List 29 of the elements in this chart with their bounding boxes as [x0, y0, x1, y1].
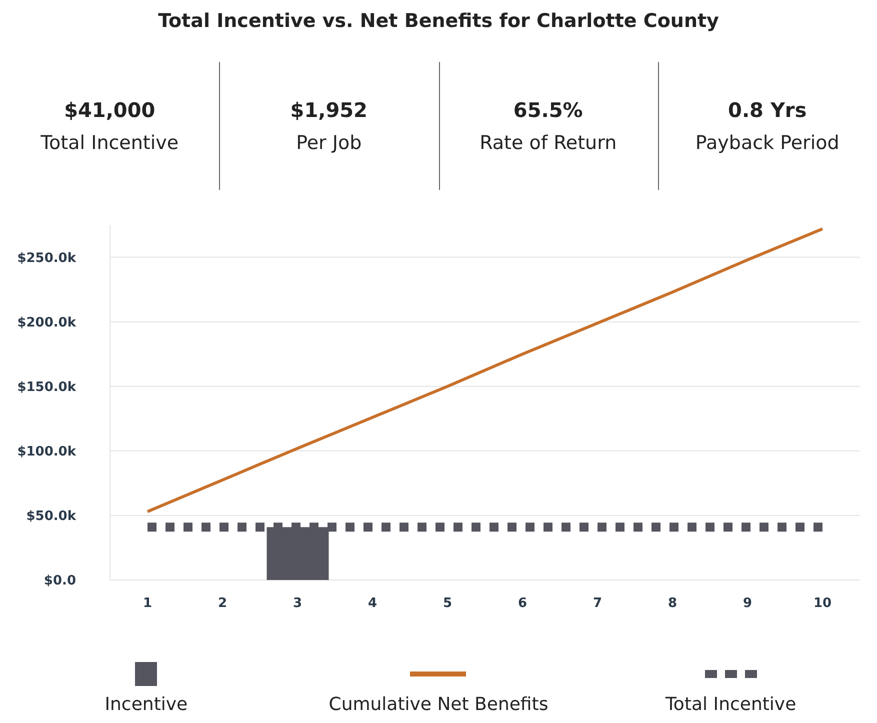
y-tick-label: $50.0k [26, 509, 76, 524]
x-tick-label: 5 [442, 596, 452, 612]
x-tick-label: 10 [813, 596, 832, 612]
y-tick-label: $150.0k [17, 380, 76, 395]
x-tick-label: 8 [668, 596, 678, 612]
x-tick-label: 6 [518, 596, 528, 612]
text: Total Incentive [40, 132, 179, 154]
y-tick-label: $100.0k [17, 444, 76, 460]
chart-title: Total Incentive vs. Net Benefits for Charlotte County [157, 10, 720, 32]
y-tick-label: $250.0k [17, 250, 76, 266]
y-tick-label: $0.0 [44, 574, 76, 589]
x-tick-label: 4 [368, 596, 378, 612]
legend-label: Cumulative Net Benefits [328, 694, 548, 715]
legend-label: Incentive [104, 694, 188, 715]
text: 0.8 Yrs [728, 98, 807, 122]
text: Payback Period [695, 132, 840, 154]
x-tick-label: 1 [142, 596, 152, 612]
y-tick-label: $200.0k [17, 315, 76, 330]
text: Per Job [296, 132, 362, 154]
x-tick-label: 2 [218, 596, 228, 612]
x-tick-label: 9 [742, 596, 752, 612]
x-tick-label: 3 [292, 596, 302, 612]
text: 65.5% [513, 98, 583, 122]
x-tick-label: 7 [592, 596, 602, 612]
line-series [146, 227, 824, 514]
text: Rate of Return [480, 132, 617, 154]
text: $41,000 [64, 98, 156, 122]
legend-label: Total Incentive [666, 694, 796, 715]
text: $1,952 [290, 98, 368, 122]
